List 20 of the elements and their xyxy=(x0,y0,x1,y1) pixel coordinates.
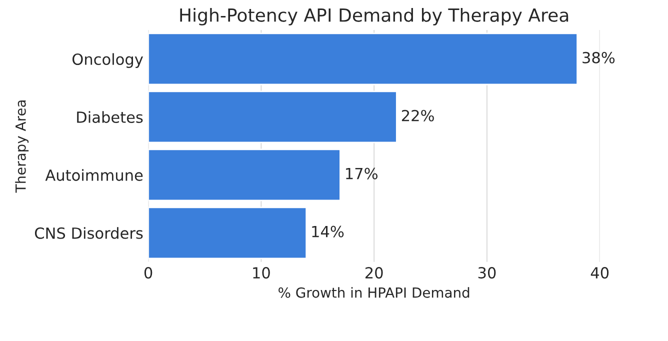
x-tick-label: 0 xyxy=(144,267,152,279)
x-axis-title: % Growth in HPAPI Demand xyxy=(278,287,470,298)
y-axis-title: Therapy Area xyxy=(15,100,29,193)
y-tick-label: Oncology xyxy=(72,53,143,68)
x-tick-label: 20 xyxy=(365,267,383,279)
x-tick-label: 40 xyxy=(590,267,609,279)
x-tick-label: 30 xyxy=(478,267,496,279)
y-tick-label: CNS Disorders xyxy=(34,227,143,239)
y-tick-label: Diabetes xyxy=(77,111,143,123)
bar xyxy=(148,148,341,202)
x-tick-label: 10 xyxy=(253,267,270,279)
data-label: 38% xyxy=(582,52,615,64)
bar xyxy=(148,90,398,144)
bar xyxy=(148,206,308,260)
y-tick-label: Autoimmune xyxy=(45,169,143,181)
data-label: 22% xyxy=(402,110,434,122)
data-label: 14% xyxy=(312,226,344,238)
chart-title: High-Potency API Demand by Therapy Area xyxy=(180,8,568,26)
data-label: 17% xyxy=(346,168,378,180)
bar xyxy=(148,32,578,86)
